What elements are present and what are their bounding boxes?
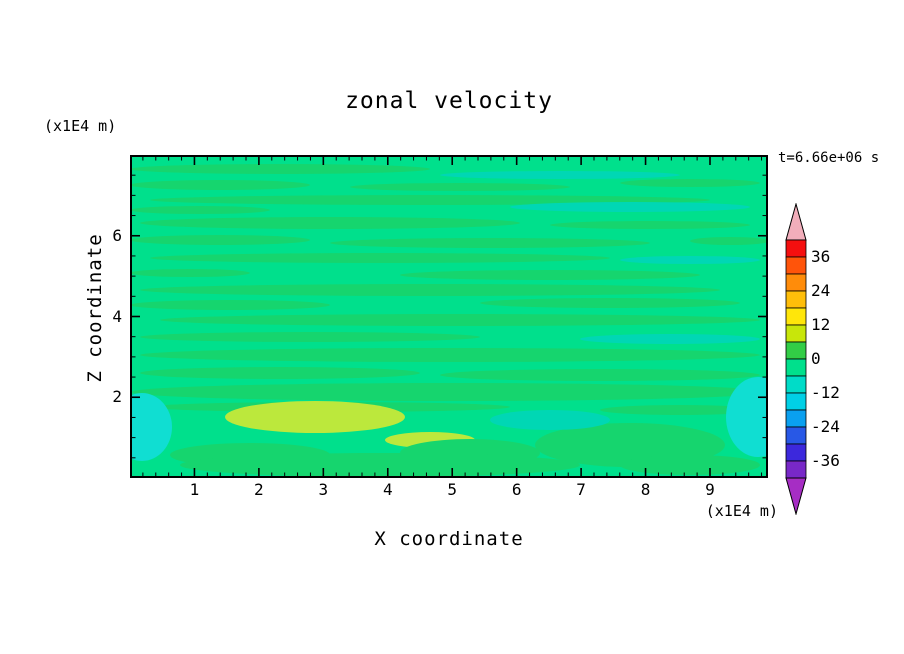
colorbar-label: -24 [811, 417, 840, 436]
contour-region [600, 405, 760, 415]
contour-region [180, 453, 580, 477]
colorbar-segment [785, 273, 807, 292]
x-tick-label: 2 [254, 480, 264, 499]
contour-region [225, 401, 405, 433]
contour-region [480, 298, 740, 308]
x-tick-label: 5 [447, 480, 458, 499]
colorbar-segment [785, 426, 807, 445]
colorbar-segment [785, 239, 807, 258]
x-tick-label: 9 [705, 480, 715, 499]
contour-region [130, 180, 310, 190]
colorbar-bottom-arrow [785, 477, 807, 515]
contour-region [130, 393, 172, 461]
x-axis-unit-label: (x1E4 m) [705, 502, 778, 520]
contour-region [140, 348, 760, 362]
x-tick-label: 1 [189, 480, 200, 499]
colorbar-segment [785, 324, 807, 343]
contour-region [440, 369, 760, 381]
contour-region [580, 334, 760, 344]
contour-region [490, 410, 610, 430]
contour-region [400, 270, 700, 280]
contour-region [550, 221, 750, 229]
y-tick-label: 4 [112, 306, 122, 326]
contour-region [330, 238, 650, 248]
contour-plot-area [130, 155, 768, 478]
plot-frame [130, 155, 768, 478]
contour-region [140, 367, 420, 379]
contour-region [130, 269, 250, 277]
x-tick-label: 6 [511, 480, 522, 499]
colorbar-segment [785, 290, 807, 309]
colorbar-segment [785, 256, 807, 275]
x-tick-label: 3 [318, 480, 329, 499]
contour-region [140, 332, 480, 342]
colorbar-segment [785, 307, 807, 326]
y-tick-label: 6 [112, 225, 122, 245]
contour-region [150, 253, 610, 263]
colorbar-label: -12 [811, 383, 840, 402]
contour-region [140, 284, 720, 296]
chart-title: zonal velocity [345, 88, 553, 114]
contour-region [130, 164, 430, 174]
contour-region [440, 171, 680, 179]
colorbar-segment [785, 341, 807, 360]
contour-region [620, 455, 760, 475]
contour-region [620, 179, 760, 187]
contour-region [140, 217, 520, 229]
colorbar [785, 203, 807, 515]
contour-region [350, 183, 570, 191]
colorbar-segment [785, 460, 807, 479]
contour-region [160, 314, 760, 326]
colorbar-label: 36 [811, 247, 831, 266]
contour-region [620, 256, 760, 264]
contour-region [132, 383, 768, 401]
contour-region [510, 202, 750, 212]
x-tick-label: 4 [382, 480, 393, 499]
colorbar-segment [785, 409, 807, 428]
time-annotation: t=6.66e+06 s [778, 150, 880, 166]
colorbar-segment [785, 392, 807, 411]
colorbar-segment [785, 375, 807, 394]
colorbar-top-arrow [785, 203, 807, 241]
contour-region [726, 377, 768, 457]
colorbar-segment [785, 443, 807, 462]
colorbar-label: 0 [811, 349, 821, 368]
colorbar-label: 24 [811, 281, 831, 300]
y-axis-unit-label: (x1E4 m) [44, 117, 117, 135]
colorbar-label: 12 [811, 315, 831, 334]
contour-region [150, 195, 710, 205]
colorbar-segment [785, 358, 807, 377]
contour-region [130, 300, 330, 310]
x-tick-label: 8 [640, 480, 651, 499]
x-axis-label: X coordinate [374, 528, 524, 550]
contour-region [130, 235, 310, 245]
y-tick-label: 2 [112, 387, 122, 407]
colorbar-label: -36 [811, 451, 840, 470]
x-tick-label: 7 [576, 480, 586, 499]
contour-region [690, 237, 768, 245]
contour-region [130, 206, 270, 214]
